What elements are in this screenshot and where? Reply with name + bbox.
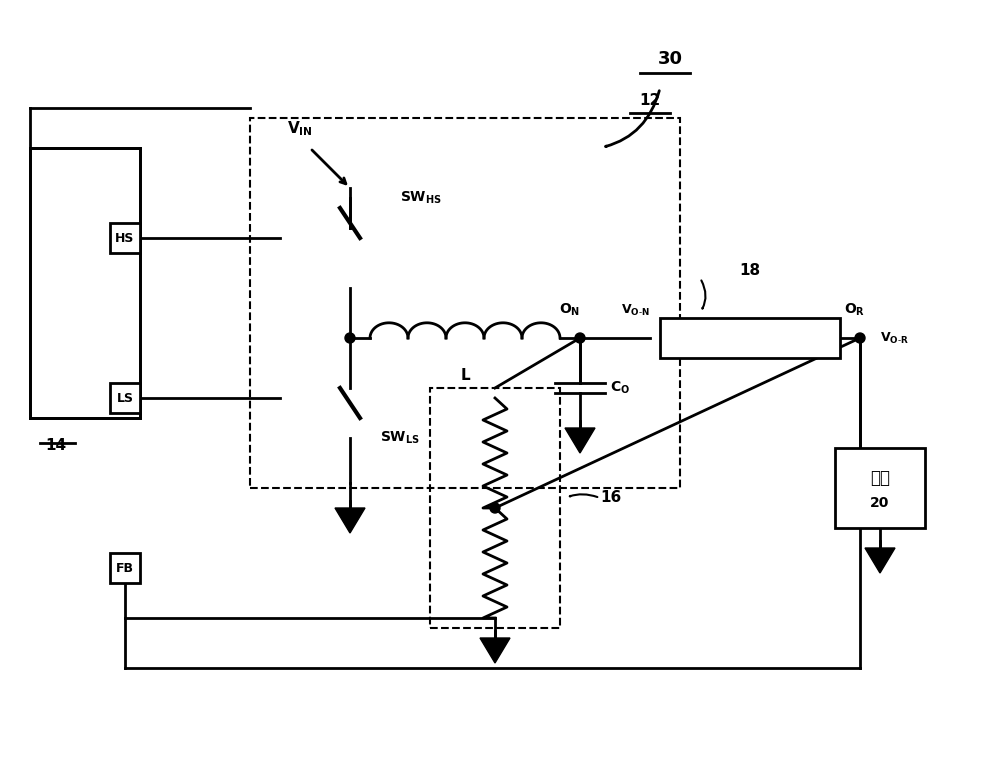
Polygon shape [335, 508, 365, 533]
Text: $\mathregular{C_O}$: $\mathregular{C_O}$ [610, 380, 630, 396]
Circle shape [490, 503, 500, 513]
FancyBboxPatch shape [110, 223, 140, 253]
Polygon shape [480, 638, 510, 663]
Text: 30: 30 [658, 50, 682, 68]
Text: $\mathregular{O_R}$: $\mathregular{O_R}$ [844, 302, 866, 318]
Polygon shape [565, 428, 595, 453]
Text: HS: HS [115, 231, 135, 244]
Text: $\mathregular{SW_{LS}}$: $\mathregular{SW_{LS}}$ [380, 430, 420, 446]
FancyArrowPatch shape [606, 91, 659, 147]
Text: 20: 20 [870, 496, 890, 510]
Text: 16: 16 [600, 491, 621, 505]
FancyArrowPatch shape [701, 280, 706, 309]
Text: LS: LS [116, 392, 134, 405]
FancyBboxPatch shape [660, 318, 840, 358]
Text: 负载: 负载 [870, 469, 890, 487]
FancyArrowPatch shape [570, 495, 597, 497]
FancyBboxPatch shape [110, 383, 140, 413]
Polygon shape [865, 548, 895, 573]
Text: $\mathregular{O_N}$: $\mathregular{O_N}$ [559, 302, 581, 318]
Circle shape [345, 333, 355, 343]
Circle shape [855, 333, 865, 343]
Text: $\mathregular{V_{O\text{-}N}}$: $\mathregular{V_{O\text{-}N}}$ [621, 303, 650, 318]
FancyBboxPatch shape [835, 448, 925, 528]
Text: FB: FB [116, 561, 134, 574]
FancyBboxPatch shape [110, 553, 140, 583]
Text: $\mathregular{SW_{HS}}$: $\mathregular{SW_{HS}}$ [400, 190, 442, 206]
Text: $\mathregular{V_{O\text{-}R}}$: $\mathregular{V_{O\text{-}R}}$ [880, 330, 909, 346]
Text: L: L [460, 368, 470, 383]
Text: 12: 12 [639, 93, 661, 108]
Text: 18: 18 [739, 263, 761, 278]
Text: 14: 14 [45, 438, 66, 453]
Text: $\mathregular{V_{IN}}$: $\mathregular{V_{IN}}$ [287, 119, 313, 138]
Circle shape [575, 333, 585, 343]
FancyBboxPatch shape [30, 148, 140, 418]
